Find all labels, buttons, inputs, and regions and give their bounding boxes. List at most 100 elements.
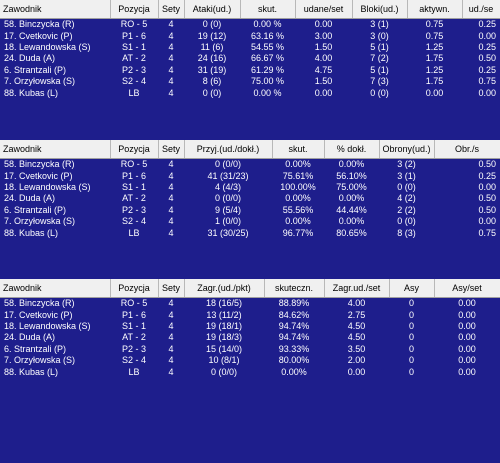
- column-header-receptions[interactable]: Przyj.(ud./dokł.): [184, 140, 273, 159]
- column-header-sets[interactable]: Sety: [158, 140, 185, 159]
- table-cell: 4 (2): [397, 193, 416, 204]
- attack-stats-table: Zawodnik Pozycja Sety Ataki(ud.) skut. u…: [0, 0, 500, 99]
- table-cell: 0.75: [425, 30, 444, 41]
- table-cell: AT - 2: [122, 193, 146, 204]
- table-row[interactable]: 58. Binczycka (R) RO - 5 4 18 (16/5) 88.89% 4…: [0, 298, 500, 310]
- table-cell: 94.74%: [278, 332, 310, 343]
- table-cell: 4.00: [314, 53, 333, 64]
- table-cell: 100.00%: [280, 181, 316, 192]
- table-cell: 80.00%: [278, 355, 310, 366]
- table-cell: 0.00: [425, 87, 444, 98]
- table-cell: S2 - 4: [121, 216, 146, 227]
- column-header-reception-efficiency[interactable]: skut.: [272, 140, 325, 159]
- table-row[interactable]: 18. Lewandowska (S) S1 - 1 4 11 (6) 54.55 % 1…: [0, 42, 500, 53]
- table-cell: 96.77%: [282, 227, 314, 238]
- table-cell: 5 (1): [370, 41, 389, 52]
- column-header-serves-per-set[interactable]: Zagr.ud./set: [324, 279, 390, 298]
- table-cell: 0.50: [478, 193, 496, 204]
- column-header-blocks[interactable]: Bloki(ud.): [352, 0, 408, 19]
- table-row[interactable]: 24. Duda (A) AT - 2 4 0 (0/0) 0.00% 0.00% 4 (2…: [0, 193, 500, 204]
- table-cell: 0.00: [478, 181, 496, 192]
- table-cell: 6. Strantzali (P): [4, 204, 67, 215]
- column-header-digs[interactable]: Obrony(ud.): [379, 140, 435, 159]
- column-header-player[interactable]: Zawodnik: [0, 279, 111, 298]
- table-row[interactable]: 7. Orzyłowska (S) S2 - 4 4 10 (8/1) 80.00% 2.…: [0, 355, 500, 366]
- table-row[interactable]: 88. Kubas (L) LB 4 31 (30/25) 96.77% 80.65% 8 …: [0, 227, 500, 238]
- column-header-sets[interactable]: Sety: [158, 279, 185, 298]
- table-row[interactable]: 17. Cvetkovic (P) P1 - 6 4 19 (12) 63.16 % 3.…: [0, 30, 500, 41]
- table-row[interactable]: 7. Orzyłowska (S) S2 - 4 4 8 (6) 75.00 % 1.50…: [0, 76, 500, 87]
- table-row[interactable]: 6. Strantzali (P) P2 - 3 4 15 (14/0) 93.33% 3…: [0, 344, 500, 355]
- table-cell: 4: [168, 332, 174, 343]
- table-row[interactable]: 17. Cvetkovic (P) P1 - 6 4 41 (31/23) 75.61%…: [0, 170, 500, 181]
- table-cell: 0.25: [478, 170, 496, 181]
- column-header-serve-efficiency[interactable]: skuteczn.: [264, 279, 325, 298]
- table-cell: 0 (0): [397, 216, 416, 227]
- header-row: Zawodnik Pozycja Sety Przyj.(ud./dokł.) …: [0, 140, 500, 159]
- column-header-aces[interactable]: Asy: [389, 279, 435, 298]
- table-cell: 18. Lewandowska (S): [4, 181, 91, 192]
- table-cell: 0: [408, 320, 414, 331]
- column-header-player[interactable]: Zawodnik: [0, 140, 111, 159]
- table-cell: S1 - 1: [121, 320, 146, 331]
- table-cell: 1.25: [425, 64, 444, 75]
- table-row[interactable]: 7. Orzyłowska (S) S2 - 4 4 1 (0/0) 0.00% 0.00…: [0, 216, 500, 227]
- table-cell: 6. Strantzali (P): [4, 343, 67, 354]
- table-cell: 11 (6): [200, 41, 224, 52]
- table-cell: 0.00: [458, 320, 476, 331]
- column-header-blocks-per-set[interactable]: ud./se: [462, 0, 500, 19]
- column-header-digs-per-set[interactable]: Obr./s: [434, 140, 500, 159]
- table-cell: 1.75: [425, 53, 444, 64]
- column-header-attack-efficiency[interactable]: skut.: [240, 0, 296, 19]
- table-row[interactable]: 18. Lewandowska (S) S1 - 1 4 19 (18/1) 94.74…: [0, 321, 500, 332]
- table-cell: 31 (30/25): [207, 227, 249, 238]
- table-cell: 0: [408, 343, 414, 354]
- table-row[interactable]: 88. Kubas (L) LB 4 0 (0/0) 0.00% 0.00 0 0.00: [0, 366, 500, 377]
- column-header-position[interactable]: Pozycja: [110, 0, 159, 19]
- column-header-activity[interactable]: aktywn.: [407, 0, 463, 19]
- table-row[interactable]: 6. Strantzali (P) P2 - 3 4 9 (5/4) 55.56% 44.…: [0, 205, 500, 216]
- column-header-player[interactable]: Zawodnik: [0, 0, 111, 19]
- table-cell: P2 - 3: [121, 64, 146, 75]
- table-cell: 0.50: [478, 159, 496, 170]
- table-cell: 6. Strantzali (P): [4, 64, 67, 75]
- header-row: Zawodnik Pozycja Sety Zagr.(ud./pkt) sku…: [0, 279, 500, 298]
- table-row[interactable]: 88. Kubas (L) LB 4 0 (0) 0.00 % 0.00 0 (0) 0.00…: [0, 87, 500, 98]
- table-cell: AT - 2: [122, 53, 146, 64]
- table-cell: 0.00: [458, 332, 476, 343]
- table-cell: 0.25: [478, 41, 496, 52]
- table-cell: 4: [168, 309, 174, 320]
- column-header-serves[interactable]: Zagr.(ud./pkt): [184, 279, 265, 298]
- table-cell: 19 (12): [197, 30, 227, 41]
- table-cell: 0 (0/0): [214, 159, 241, 170]
- table-row[interactable]: 6. Strantzali (P) P2 - 3 4 31 (19) 61.29 % 4.…: [0, 65, 500, 76]
- table-row[interactable]: 24. Duda (A) AT - 2 4 24 (16) 66.67 % 4.00 7 (…: [0, 53, 500, 64]
- table-cell: 4 (4/3): [214, 181, 241, 192]
- table-row[interactable]: 58. Binczycka (R) RO - 5 4 0 (0) 0.00 % 0.00 3…: [0, 19, 500, 31]
- table-cell: 4: [168, 204, 174, 215]
- table-cell: 4: [168, 366, 174, 377]
- table-cell: 63.16 %: [250, 30, 285, 41]
- table-cell: 0.00%: [338, 193, 365, 204]
- table-cell: LB: [128, 366, 140, 377]
- column-header-position[interactable]: Pozycja: [110, 140, 159, 159]
- table-row[interactable]: 17. Cvetkovic (P) P1 - 6 4 13 (11/2) 84.62% 2…: [0, 309, 500, 320]
- table-cell: 4.00: [347, 298, 366, 309]
- column-header-position[interactable]: Pozycja: [110, 279, 159, 298]
- table-cell: 9 (5/4): [214, 204, 241, 215]
- table-cell: 80.65%: [336, 227, 367, 238]
- column-header-successful-per-set[interactable]: udane/set: [295, 0, 353, 19]
- table-row[interactable]: 24. Duda (A) AT - 2 4 19 (18/3) 94.74% 4.50 0 0…: [0, 332, 500, 343]
- table-cell: 0: [408, 309, 414, 320]
- column-header-aces-per-set[interactable]: Asy/set: [434, 279, 500, 298]
- table-cell: 18. Lewandowska (S): [4, 41, 91, 52]
- table-row[interactable]: 18. Lewandowska (S) S1 - 1 4 4 (4/3) 100.00%…: [0, 182, 500, 193]
- column-header-accuracy-percent[interactable]: % dokł.: [324, 140, 380, 159]
- table-cell: 0 (0): [202, 87, 222, 98]
- table-cell: AT - 2: [122, 332, 146, 343]
- table-row[interactable]: 58. Binczycka (R) RO - 5 4 0 (0/0) 0.00% 0.00…: [0, 159, 500, 171]
- column-header-attacks[interactable]: Ataki(ud.): [184, 0, 241, 19]
- column-header-sets[interactable]: Sety: [158, 0, 185, 19]
- table-cell: 88. Kubas (L): [4, 227, 59, 238]
- table-cell: 0.00%: [338, 216, 365, 227]
